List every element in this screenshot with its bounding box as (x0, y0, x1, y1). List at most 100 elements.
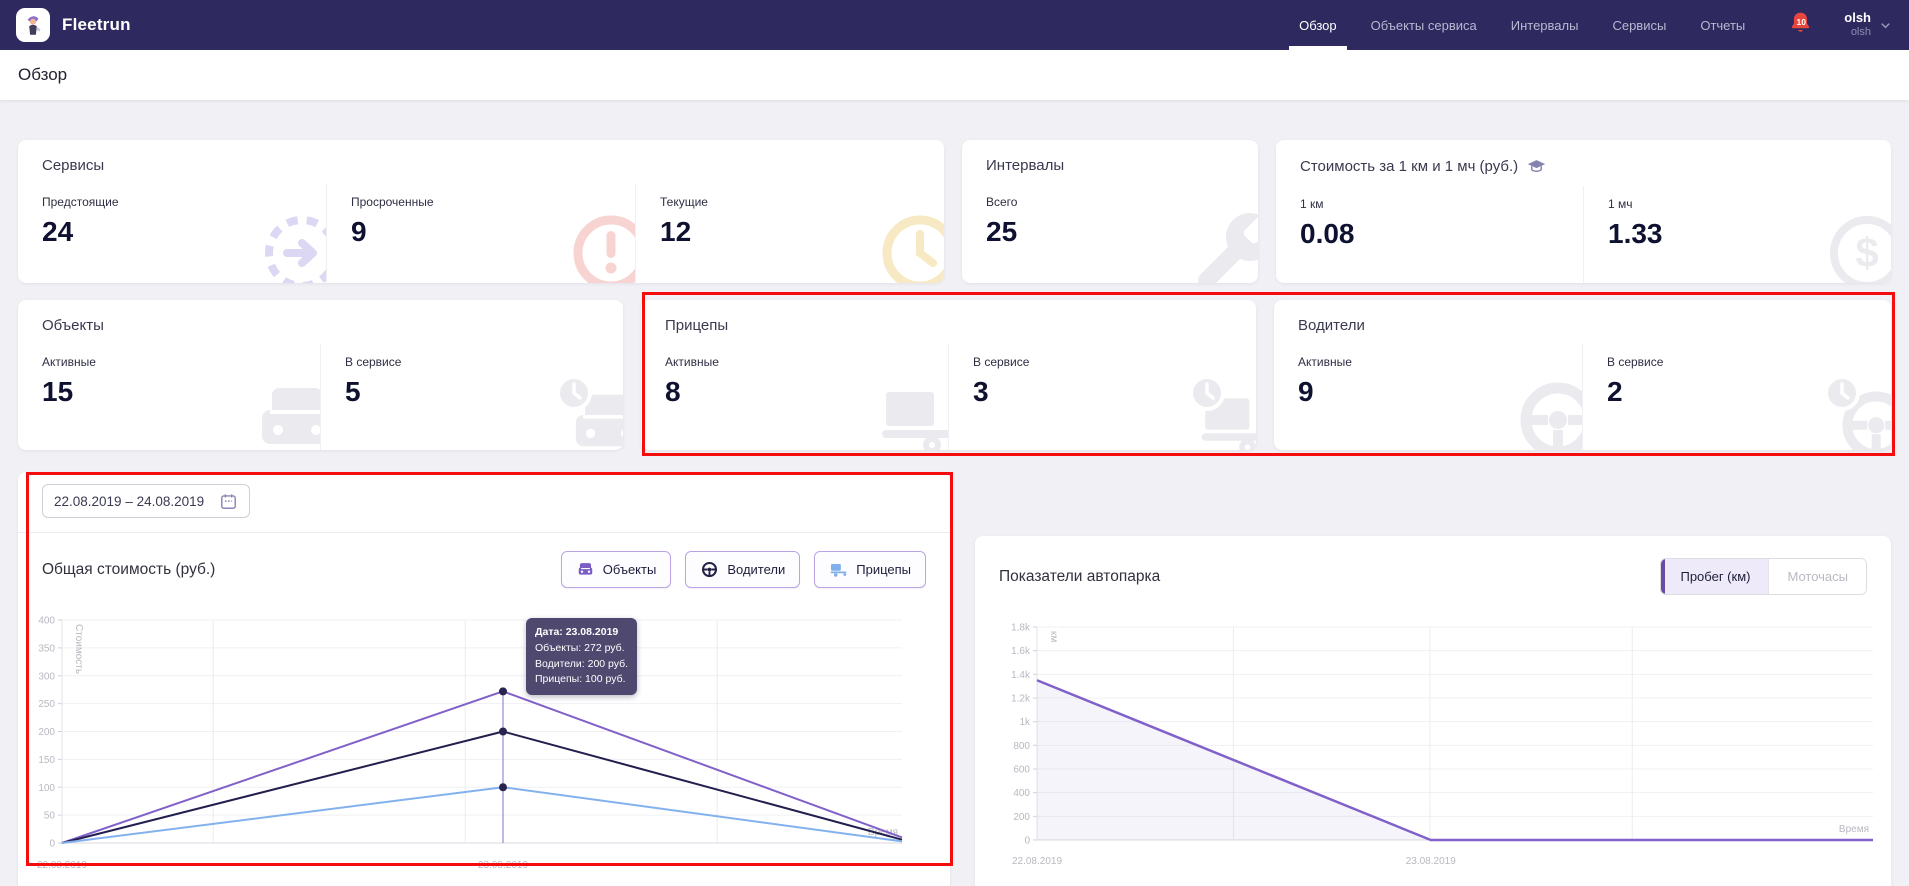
stat-active: Активные 9 (1274, 344, 1582, 450)
trailer-icon (876, 372, 948, 450)
chevron-down-icon (1878, 18, 1893, 33)
trailer-icon (829, 560, 848, 579)
card-title: Интервалы (986, 157, 1065, 174)
svg-text:300: 300 (38, 671, 55, 682)
car-icon (576, 560, 595, 579)
arrow-circle-icon (254, 205, 326, 283)
stat-1km: 1 км 0.08 (1300, 197, 1355, 249)
fleet-chart-title: Показатели автопарка (999, 567, 1161, 585)
car-icon (248, 372, 320, 450)
total-cost-chart[interactable]: 0 50 100 150 200 250 300 350 400 22.08.2019 23.08.… (32, 600, 950, 878)
date-range-input[interactable]: 22.08.2019 – 24.08.2019 (42, 484, 250, 518)
notifications-bell-icon[interactable]: 10 (1788, 0, 1814, 50)
svg-text:250: 250 (38, 699, 55, 710)
stat-active: Активные 8 (641, 344, 948, 450)
svg-text:Время: Время (1839, 824, 1869, 835)
svg-text:$: $ (1855, 229, 1878, 276)
svg-text:23.08.2019: 23.08.2019 (1406, 856, 1456, 867)
svg-text:800: 800 (1013, 741, 1030, 752)
alert-circle-icon (563, 205, 635, 283)
cost-line-chart: 0 50 100 150 200 250 300 350 400 22.08.2019 23.08.… (37, 616, 903, 871)
page-header: Обзор (0, 50, 1909, 100)
graduation-cap-icon (1527, 157, 1546, 176)
notification-count-badge: 10 (1796, 17, 1806, 27)
nav-item-overview[interactable]: Обзор (1282, 0, 1354, 50)
svg-text:1.4k: 1.4k (1011, 670, 1031, 681)
svg-text:150: 150 (38, 755, 55, 766)
svg-text:1.8k: 1.8k (1011, 623, 1031, 634)
clock-icon (872, 205, 944, 283)
card-title: Водители (1298, 317, 1365, 334)
nav-item-service-objects[interactable]: Объекты сервиса (1370, 17, 1477, 33)
card-units: Объекты Активные 15 В сервисе 5 (18, 300, 623, 450)
mileage-area-chart: 0 200 400 600 800 1k 1.2k 1.4k 1.6k 1.8k 22.08.201… (1011, 623, 1873, 867)
fleet-metrics-chart[interactable]: 0 200 400 600 800 1k 1.2k 1.4k 1.6k 1.8k 22.08.201… (989, 603, 1891, 878)
cost-chart-card: 22.08.2019 – 24.08.2019 Общая стоимость … (18, 472, 950, 886)
steering-wheel-icon (700, 560, 719, 579)
stat-active: Активные 15 (18, 344, 320, 450)
stat-current: Текущие 12 (635, 184, 944, 283)
svg-text:200: 200 (1013, 812, 1030, 823)
svg-text:50: 50 (44, 811, 56, 822)
toggle-drivers-series-button[interactable]: Водители (685, 551, 801, 588)
metric-toggle: Пробег (км) Моточасы (1660, 558, 1867, 595)
nav-item-services[interactable]: Сервисы (1612, 17, 1667, 33)
calendar-icon (219, 492, 238, 511)
date-range-value: 22.08.2019 – 24.08.2019 (54, 493, 205, 509)
toggle-trailers-series-button[interactable]: Прицепы (814, 551, 926, 588)
svg-text:400: 400 (1013, 788, 1030, 799)
svg-text:0: 0 (49, 839, 55, 850)
toggle-engine-hours[interactable]: Моточасы (1768, 559, 1866, 594)
bell-icon (1788, 10, 1813, 40)
card-intervals: Интервалы Всего 25 (962, 140, 1258, 283)
svg-text:Время: Время (868, 827, 898, 838)
card-title: Сервисы (42, 157, 105, 174)
wrench-icon (1186, 205, 1258, 283)
svg-text:0: 0 (1024, 836, 1030, 847)
svg-text:22.08.2019: 22.08.2019 (1012, 856, 1062, 867)
cost-chart-title: Общая стоимость (руб.) (42, 560, 216, 578)
card-title: Объекты (42, 317, 104, 334)
dashboard-content: Сервисы Предстоящие 24 Просроченные 9 Те… (0, 140, 1909, 886)
brand[interactable]: Fleetrun (16, 0, 131, 50)
svg-text:350: 350 (38, 643, 55, 654)
stat-overdue: Просроченные 9 (326, 184, 635, 283)
dollar-circle-icon: $ (1819, 205, 1891, 283)
car-clock-icon (551, 372, 623, 450)
stat-in-service: В сервисе 2 (1582, 344, 1891, 450)
stat-1mh: 1 мч 1.33 $ (1583, 186, 1891, 283)
card-title: Прицепы (665, 317, 729, 334)
svg-text:Стоимость: Стоимость (73, 624, 84, 674)
svg-text:22.08.2019: 22.08.2019 (37, 860, 87, 871)
svg-text:1.6k: 1.6k (1011, 646, 1031, 657)
fleetrun-logo-icon (16, 8, 50, 42)
toggle-units-series-button[interactable]: Объекты (560, 551, 672, 588)
summary-row-2: Объекты Активные 15 В сервисе 5 Прицепы (18, 300, 1891, 450)
steering-wheel-clock-icon (1819, 372, 1891, 450)
svg-text:100: 100 (38, 783, 55, 794)
chart-tooltip: Дата: 23.08.2019 Объекты: 272 руб. Водит… (526, 618, 638, 695)
svg-text:км: км (1048, 631, 1059, 642)
card-trailers: Прицепы Активные 8 В сервисе 3 (641, 300, 1256, 450)
stat-upcoming: Предстоящие 24 (18, 184, 326, 283)
card-services: Сервисы Предстоящие 24 Просроченные 9 Те… (18, 140, 944, 283)
nav-item-intervals[interactable]: Интервалы (1510, 17, 1579, 33)
card-title: Стоимость за 1 км и 1 мч (руб.) (1300, 158, 1519, 175)
brand-name: Fleetrun (62, 15, 131, 34)
svg-text:200: 200 (38, 727, 55, 738)
user-menu[interactable]: olsh olsh (1844, 0, 1893, 50)
trailer-clock-icon (1184, 372, 1256, 450)
user-account: olsh (1850, 26, 1871, 39)
nav-item-reports[interactable]: Отчеты (1700, 17, 1746, 33)
svg-text:1k: 1k (1019, 717, 1031, 728)
card-drivers: Водители Активные 9 В сервисе 2 (1274, 300, 1891, 450)
toggle-mileage[interactable]: Пробег (км) (1661, 559, 1769, 594)
svg-text:23.08.2019: 23.08.2019 (478, 860, 528, 871)
user-name: olsh (1844, 10, 1871, 25)
stat-total: Всего 25 (962, 184, 1258, 283)
main-nav: Обзор Объекты сервиса Интервалы Сервисы … (1282, 0, 1762, 50)
svg-text:1.2k: 1.2k (1011, 694, 1031, 705)
svg-text:600: 600 (1013, 765, 1030, 776)
stat-in-service: В сервисе 5 (320, 344, 623, 450)
